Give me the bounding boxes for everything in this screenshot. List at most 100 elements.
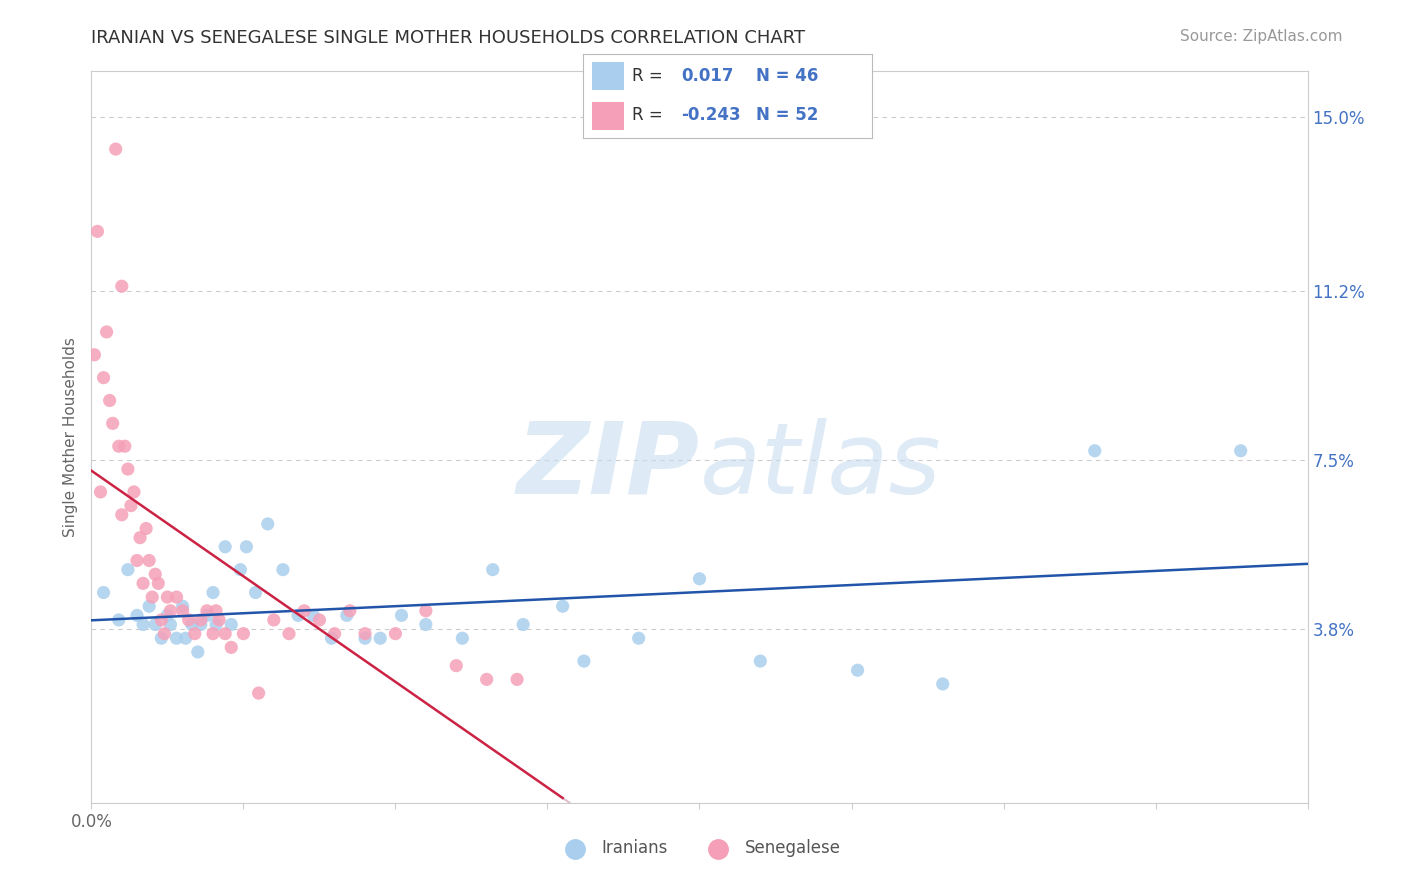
Point bbox=[174, 632, 197, 646]
Point bbox=[111, 508, 134, 522]
Point bbox=[159, 617, 181, 632]
Point bbox=[148, 576, 170, 591]
Point bbox=[156, 608, 179, 623]
Point bbox=[846, 663, 869, 677]
Point bbox=[141, 590, 163, 604]
Point bbox=[205, 617, 228, 632]
Point bbox=[187, 645, 209, 659]
Point bbox=[111, 279, 134, 293]
Point bbox=[86, 224, 108, 238]
Point bbox=[93, 370, 115, 384]
Point bbox=[308, 613, 330, 627]
Text: IRANIAN VS SENEGALESE SINGLE MOTHER HOUSEHOLDS CORRELATION CHART: IRANIAN VS SENEGALESE SINGLE MOTHER HOUS… bbox=[91, 29, 806, 47]
Point bbox=[172, 599, 194, 614]
Point bbox=[247, 686, 270, 700]
Legend: Iranians, Senegalese: Iranians, Senegalese bbox=[551, 832, 848, 864]
Point bbox=[208, 613, 231, 627]
Point bbox=[101, 417, 124, 431]
Point bbox=[551, 599, 574, 614]
Point bbox=[229, 563, 252, 577]
Point bbox=[190, 617, 212, 632]
Y-axis label: Single Mother Households: Single Mother Households bbox=[62, 337, 77, 537]
Point bbox=[117, 563, 139, 577]
Point bbox=[166, 590, 188, 604]
Point bbox=[172, 604, 194, 618]
Point bbox=[1084, 443, 1107, 458]
Point bbox=[749, 654, 772, 668]
Point bbox=[336, 608, 359, 623]
Point bbox=[202, 585, 225, 599]
Point bbox=[271, 563, 294, 577]
Point bbox=[384, 626, 406, 640]
Text: -0.243: -0.243 bbox=[682, 106, 741, 124]
Point bbox=[287, 608, 309, 623]
Point bbox=[143, 567, 166, 582]
Point bbox=[132, 576, 155, 591]
Point bbox=[153, 626, 176, 640]
Text: ZIP: ZIP bbox=[516, 417, 699, 515]
Point bbox=[138, 553, 160, 567]
Text: N = 46: N = 46 bbox=[756, 67, 818, 85]
Point bbox=[138, 599, 160, 614]
Point bbox=[117, 462, 139, 476]
Point bbox=[159, 604, 181, 618]
Point bbox=[98, 393, 121, 408]
Text: R =: R = bbox=[633, 106, 664, 124]
Point bbox=[339, 604, 361, 618]
Point bbox=[391, 608, 413, 623]
Point bbox=[122, 485, 145, 500]
Point bbox=[481, 563, 503, 577]
Point bbox=[506, 673, 529, 687]
Point bbox=[354, 626, 377, 640]
Point bbox=[219, 640, 242, 655]
Point bbox=[120, 499, 142, 513]
Point bbox=[129, 531, 152, 545]
Text: R =: R = bbox=[633, 67, 664, 85]
Point bbox=[512, 617, 534, 632]
Point bbox=[245, 585, 267, 599]
FancyBboxPatch shape bbox=[592, 62, 624, 90]
Text: 0.017: 0.017 bbox=[682, 67, 734, 85]
Point bbox=[232, 626, 254, 640]
Point bbox=[321, 632, 343, 646]
Point bbox=[627, 632, 650, 646]
Point bbox=[150, 632, 173, 646]
Point bbox=[572, 654, 595, 668]
Point bbox=[354, 632, 377, 646]
Point bbox=[177, 613, 200, 627]
Point bbox=[214, 540, 236, 554]
Point bbox=[256, 516, 278, 531]
Point bbox=[205, 604, 228, 618]
Point bbox=[166, 632, 188, 646]
Point bbox=[368, 632, 391, 646]
Point bbox=[263, 613, 285, 627]
Point bbox=[202, 626, 225, 640]
Point bbox=[96, 325, 118, 339]
Point bbox=[451, 632, 474, 646]
Point bbox=[475, 673, 498, 687]
Point bbox=[1229, 443, 1251, 458]
Point bbox=[931, 677, 953, 691]
Point bbox=[104, 142, 127, 156]
Point bbox=[195, 604, 218, 618]
Point bbox=[195, 608, 218, 623]
Point bbox=[444, 658, 467, 673]
Point bbox=[190, 613, 212, 627]
Point bbox=[93, 585, 115, 599]
Point bbox=[278, 626, 301, 640]
Text: N = 52: N = 52 bbox=[756, 106, 818, 124]
Point bbox=[214, 626, 236, 640]
Text: Source: ZipAtlas.com: Source: ZipAtlas.com bbox=[1180, 29, 1343, 45]
Point bbox=[107, 613, 129, 627]
Point bbox=[125, 553, 148, 567]
Point bbox=[235, 540, 257, 554]
Point bbox=[114, 439, 136, 453]
Point bbox=[156, 590, 179, 604]
Point bbox=[219, 617, 242, 632]
Point bbox=[125, 608, 148, 623]
Point bbox=[302, 608, 325, 623]
Point bbox=[292, 604, 315, 618]
Point bbox=[323, 626, 346, 640]
Point bbox=[107, 439, 129, 453]
Point bbox=[150, 613, 173, 627]
